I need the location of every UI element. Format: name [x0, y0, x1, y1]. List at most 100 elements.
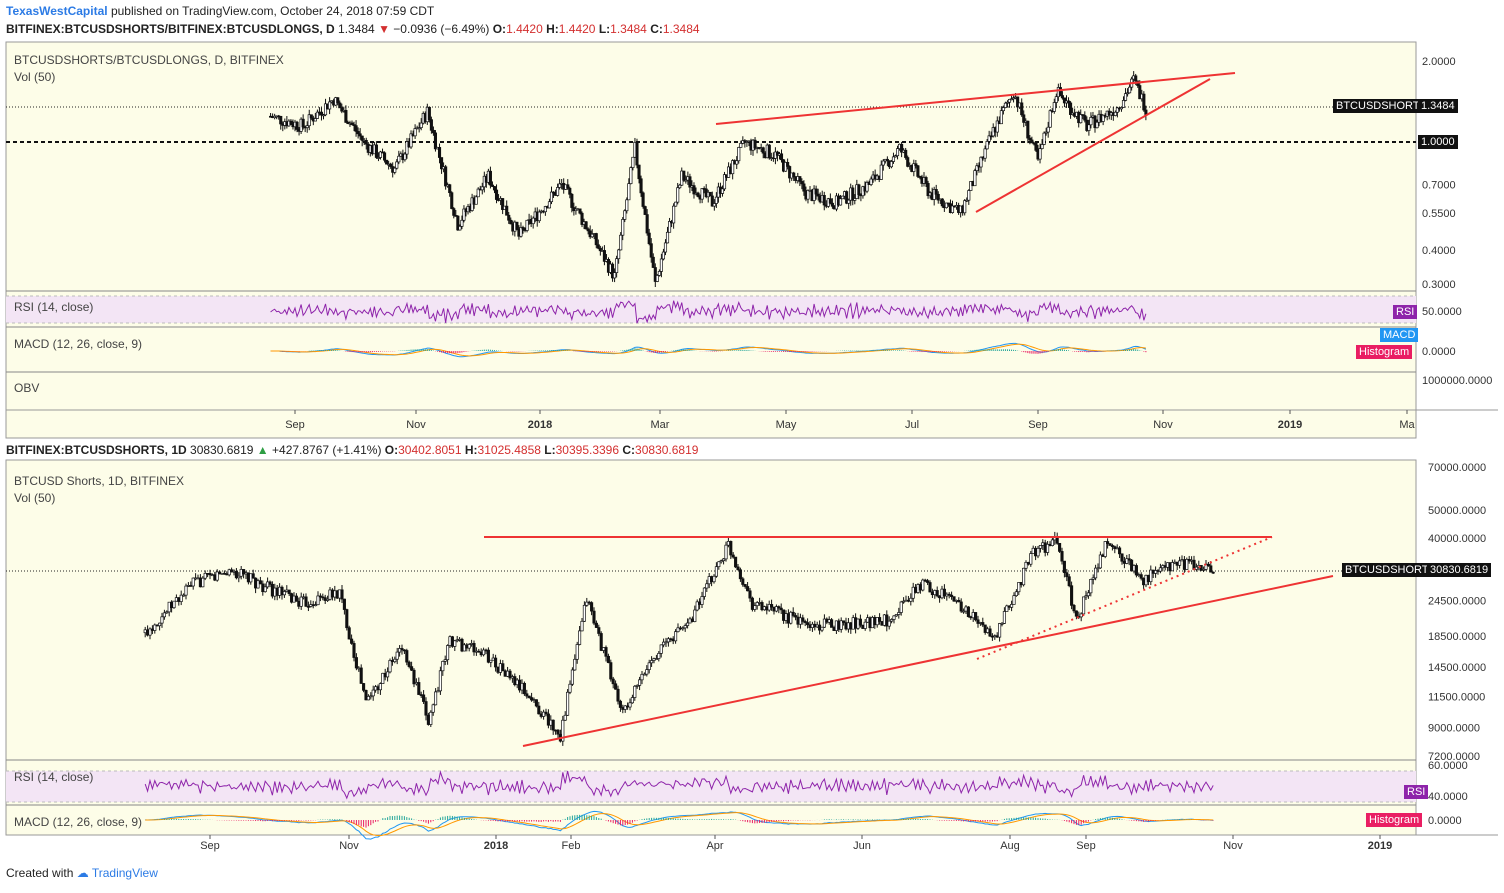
- candle-body: [1089, 578, 1093, 594]
- candle-body: [683, 625, 687, 629]
- candle-body: [611, 678, 615, 685]
- candle-body: [434, 691, 438, 706]
- author-link[interactable]: TexasWestCapital: [6, 4, 108, 18]
- candle-body: [472, 643, 476, 653]
- candle-body: [822, 195, 826, 206]
- candle-body: [928, 582, 932, 593]
- candle-body: [301, 118, 305, 128]
- candle-body: [263, 586, 267, 593]
- candle-body: [1125, 558, 1129, 564]
- candle-body: [158, 622, 162, 627]
- candle-body: [256, 580, 260, 589]
- candle-body: [736, 566, 740, 571]
- candle-body: [845, 191, 849, 204]
- top-upper-trendline[interactable]: [715, 72, 1236, 125]
- candle-body: [364, 689, 368, 701]
- candle-body: [652, 658, 656, 661]
- candle-body: [153, 624, 157, 631]
- candle-body: [1098, 554, 1102, 569]
- candle-body: [275, 587, 279, 596]
- candle-body: [364, 139, 368, 145]
- candle-body: [177, 597, 181, 602]
- candle-body: [460, 219, 464, 227]
- candle-body: [354, 125, 358, 132]
- candle-body: [460, 638, 464, 652]
- candle-body: [489, 659, 493, 663]
- candle-body: [666, 638, 670, 643]
- candle-body: [657, 271, 661, 276]
- candle-body: [838, 198, 843, 206]
- candle-body: [1113, 111, 1117, 116]
- candle-body: [973, 170, 977, 187]
- bottom-rsi-line: [144, 770, 1214, 800]
- top-lower-trendline[interactable]: [975, 78, 1211, 213]
- top-x-tick: 2018: [528, 419, 552, 431]
- top-last: 1.3484: [338, 22, 375, 36]
- candle-body: [198, 577, 202, 588]
- candle-body: [1005, 605, 1009, 612]
- bottom-support-trendline[interactable]: [522, 575, 1334, 747]
- candle-body: [506, 670, 510, 677]
- candle-body: [686, 622, 690, 626]
- candle-body: [669, 638, 673, 641]
- created-with-label: Created with: [6, 866, 74, 880]
- candle-body: [909, 597, 913, 602]
- candle-body: [969, 616, 973, 619]
- candle-body: [1202, 569, 1206, 571]
- candle-body: [849, 622, 853, 630]
- candle-body: [371, 689, 375, 697]
- candle-body: [398, 648, 402, 653]
- candle-body: [651, 256, 655, 268]
- candle-body: [1074, 610, 1078, 617]
- candle-body: [1084, 595, 1088, 598]
- candle-body: [770, 604, 774, 608]
- candle-body: [345, 609, 349, 629]
- candle-body: [930, 591, 934, 596]
- candle-body: [405, 141, 409, 155]
- candle-body: [801, 617, 805, 622]
- candle-body: [419, 122, 423, 128]
- top-y-axis: 2.0000 0.7000 0.5500 0.4000 0.3000 50.0000 0.0…: [1422, 56, 1492, 387]
- candle-body: [1062, 97, 1067, 104]
- candle-body: [438, 670, 442, 692]
- candle-body: [544, 711, 548, 715]
- candle-body: [664, 641, 668, 644]
- candle-body: [688, 618, 692, 624]
- candle-body: [979, 156, 983, 168]
- candle-body: [830, 202, 834, 207]
- candle-body: [386, 671, 390, 678]
- candle-body: [1048, 110, 1052, 128]
- candle-body: [672, 205, 676, 224]
- candle-body: [1060, 95, 1064, 99]
- candle-body: [362, 683, 366, 691]
- candle-body: [681, 627, 685, 630]
- candle-body: [998, 623, 1002, 638]
- candle-body: [631, 156, 635, 168]
- candle-body: [323, 597, 327, 601]
- candle-body: [995, 635, 999, 638]
- top-x-tick: Ma: [1399, 419, 1415, 431]
- candle-body: [594, 622, 598, 628]
- candle-body: [963, 200, 967, 214]
- candle-body: [735, 160, 739, 165]
- candle-body: [662, 641, 666, 646]
- candle-body: [148, 628, 152, 636]
- candle-body: [537, 211, 541, 222]
- candle-body: [554, 729, 558, 732]
- candle-body: [604, 647, 608, 657]
- bottom-rsi-tag: RSI: [1404, 785, 1429, 799]
- candle-body: [1050, 539, 1054, 546]
- candle-body: [895, 148, 900, 157]
- tradingview-link[interactable]: TradingView: [91, 866, 158, 880]
- candle-body: [1042, 132, 1046, 145]
- candle-body: [865, 181, 869, 192]
- candle-body: [1134, 75, 1138, 82]
- candle-body: [280, 586, 284, 596]
- candle-body: [227, 569, 231, 576]
- candle-body: [676, 187, 680, 203]
- candle-body: [590, 602, 594, 612]
- candle-body: [653, 267, 657, 282]
- candle-body: [633, 685, 637, 698]
- candle-body: [637, 164, 641, 180]
